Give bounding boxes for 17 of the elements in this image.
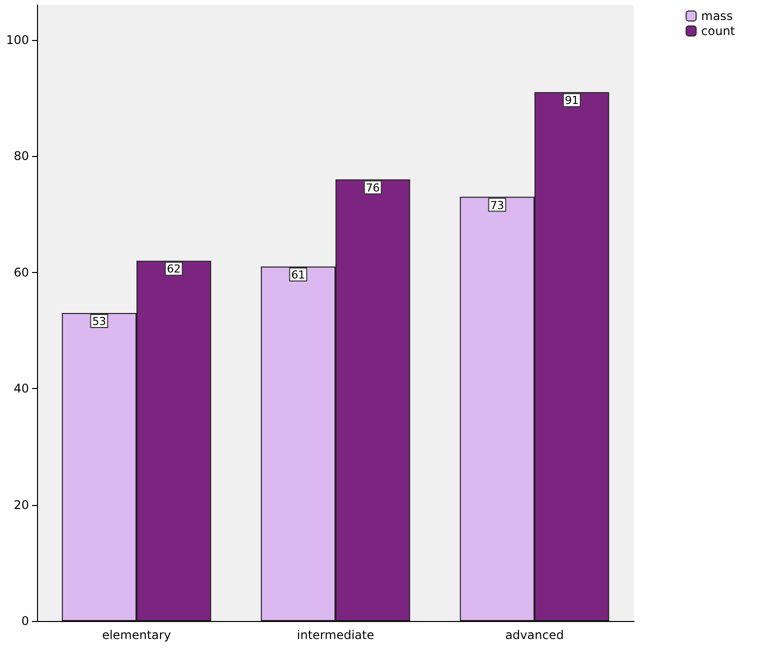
data-label: 62 — [166, 262, 181, 276]
y-tick-label: 80 — [14, 149, 29, 164]
x-tick-label: advanced — [505, 628, 564, 642]
y-tick-label: 40 — [14, 382, 29, 396]
data-label: 91 — [564, 94, 579, 108]
y-tick-label: 0 — [21, 614, 29, 628]
y-tick-label: 100 — [6, 32, 29, 47]
data-label: 73 — [490, 198, 504, 212]
data-label: 61 — [291, 268, 306, 282]
x-tick-label: elementary — [102, 628, 171, 642]
legend-label: count — [701, 24, 736, 38]
y-tick-label: 20 — [14, 498, 29, 512]
data-label: 53 — [92, 315, 106, 328]
x-tick-label: intermediate — [296, 628, 374, 642]
legend-label: mass — [701, 9, 733, 23]
data-label: 76 — [366, 181, 380, 194]
y-tick-label: 60 — [14, 265, 29, 280]
